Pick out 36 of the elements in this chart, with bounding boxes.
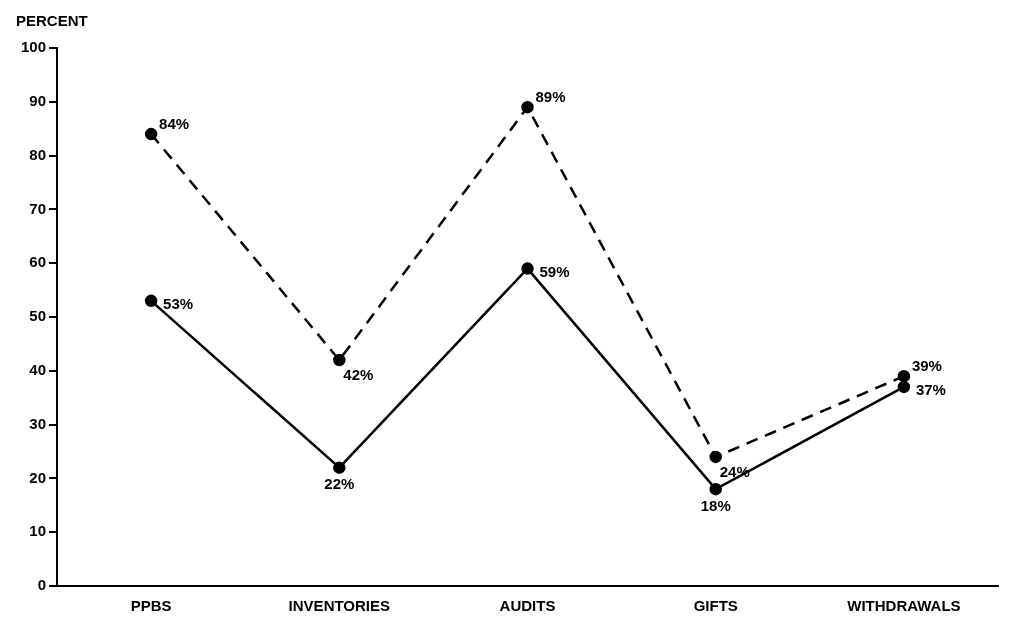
data-label: 42% bbox=[343, 365, 374, 383]
y-tick-label: 100 bbox=[21, 38, 47, 56]
data-label: 84% bbox=[159, 114, 190, 132]
data-label: 18% bbox=[700, 496, 731, 514]
point bbox=[144, 127, 158, 141]
x-tick-label: INVENTORIES bbox=[288, 597, 391, 615]
x-tick-label: AUDITS bbox=[499, 597, 556, 615]
data-label: 59% bbox=[539, 262, 570, 280]
point bbox=[897, 369, 911, 383]
x-tick-label: PPBS bbox=[130, 597, 172, 615]
y-tick-label: 90 bbox=[29, 91, 47, 109]
point bbox=[897, 380, 911, 394]
x-tick-label: GIFTS bbox=[693, 597, 738, 615]
point bbox=[333, 461, 346, 474]
y-tick-label: 0 bbox=[37, 576, 47, 594]
y-tick-label: 50 bbox=[29, 307, 47, 325]
y-tick-label: 70 bbox=[29, 199, 47, 217]
data-label: 89% bbox=[535, 87, 566, 105]
point bbox=[521, 262, 534, 275]
y-tick-label: 20 bbox=[29, 468, 47, 486]
point bbox=[709, 482, 722, 496]
y-tick-label: 30 bbox=[29, 414, 47, 432]
data-label: 39% bbox=[911, 356, 942, 374]
data-label: 37% bbox=[915, 381, 946, 399]
point bbox=[333, 353, 346, 367]
y-tick-label: 10 bbox=[29, 522, 47, 540]
point bbox=[709, 450, 722, 464]
data-label: 22% bbox=[324, 475, 355, 493]
y-tick-label: 40 bbox=[29, 360, 47, 378]
data-label: 53% bbox=[163, 295, 194, 312]
x-tick-label: WITHDRAWALS bbox=[847, 597, 961, 615]
point bbox=[144, 294, 158, 308]
y-axis-title: PERCENT bbox=[16, 11, 88, 29]
y-tick-label: 60 bbox=[29, 253, 47, 271]
y-tick-label: 80 bbox=[29, 145, 47, 163]
point bbox=[521, 100, 534, 114]
